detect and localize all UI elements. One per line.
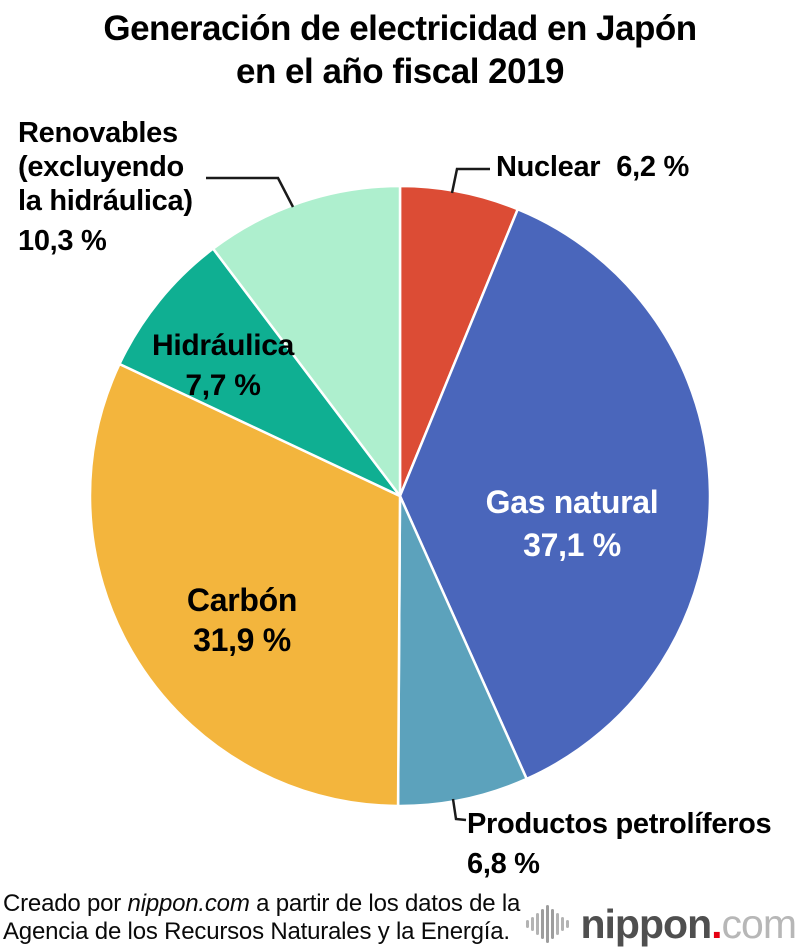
pie-slice-nuclear (398, 184, 519, 498)
pie-slice-renovables (211, 184, 402, 498)
label-nuclear: Nuclear 6,2 % (496, 150, 689, 184)
pie-slice-gas-natural (398, 207, 712, 781)
pie-slices (88, 184, 712, 808)
label-hidraulica: Hidráulica 7,7 % (113, 326, 333, 406)
label-nuclear-name: Nuclear (496, 151, 601, 183)
footer-credit: Creado por nippon.com a partir de los da… (3, 890, 603, 946)
label-productos-petroliferos-value: 6,8 % (467, 848, 540, 880)
label-renovables-line1: Renovables (18, 117, 178, 149)
nippon-logo: nippon.com (525, 901, 798, 947)
label-carbon: Carbón 31,9 % (122, 580, 362, 660)
leader-line-productos-petroliferos (451, 798, 467, 822)
footer-credit-line2: Agencia de los Recursos Naturales y la E… (3, 918, 510, 945)
label-renovables: Renovables (excluyendo la hidráulica) 10… (18, 116, 193, 258)
label-nuclear-value: 6,2 % (616, 151, 689, 183)
label-productos-petroliferos-name: Productos petrolíferos (467, 808, 772, 840)
nippon-logo-wordmark: nippon.com (580, 901, 798, 947)
pie-slice-hidraulica (118, 247, 402, 498)
label-gas-natural: Gas natural 37,1 % (442, 481, 702, 567)
label-carbon-value: 31,9 % (193, 622, 291, 658)
footer-credit-suffix: a partir de los datos de la (249, 890, 521, 917)
label-renovables-line2: (excluyendo (18, 151, 184, 183)
chart-title: Generación de electricidad en Japón en e… (0, 7, 800, 93)
leader-line-nuclear (450, 167, 490, 194)
footer-credit-line1: Creado por nippon.com a partir de los da… (3, 890, 603, 918)
nippon-logo-dot: . (711, 901, 722, 947)
label-carbon-name: Carbón (186, 582, 298, 618)
label-gas-natural-value: 37,1 % (523, 527, 621, 563)
leader-line-renovables (206, 176, 295, 208)
chart-title-line2: en el año fiscal 2019 (235, 52, 565, 91)
label-gas-natural-name: Gas natural (485, 484, 659, 520)
pie-slice-productos-petroliferos (396, 494, 528, 808)
pie-slice-carbon (88, 362, 402, 808)
sound-wave-bars-icon (525, 905, 569, 943)
label-productos-petroliferos: Productos petrolíferos 6,8 % (467, 804, 772, 884)
footer-credit-source: nippon.com (127, 890, 250, 917)
label-hidraulica-value: 7,7 % (185, 369, 261, 402)
chart-title-line1: Generación de electricidad en Japón (103, 9, 697, 48)
label-renovables-value: 10,3 % (18, 225, 107, 257)
nippon-logo-tld: com (721, 901, 797, 947)
nippon-logo-name: nippon (580, 901, 713, 947)
footer-credit-prefix: Creado por (3, 890, 128, 917)
label-hidraulica-name: Hidráulica (151, 329, 295, 362)
label-renovables-line3: la hidráulica) (18, 185, 193, 217)
